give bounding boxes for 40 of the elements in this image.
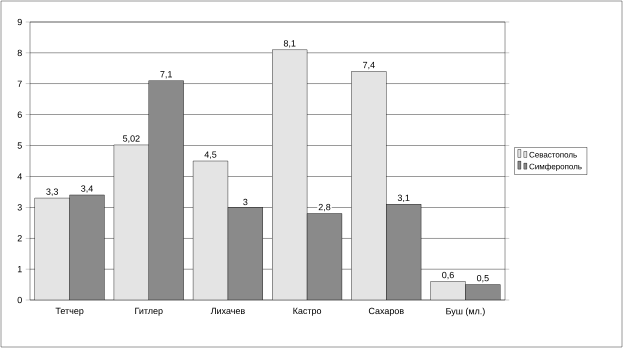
x-tick-label: Тетчер <box>56 308 84 316</box>
bar <box>306 213 342 300</box>
y-tick-label: 4 <box>17 173 22 180</box>
data-label: 7,4 <box>363 62 375 70</box>
data-label: 3,4 <box>81 185 93 193</box>
data-label: 2,8 <box>318 204 330 212</box>
bar <box>148 80 184 300</box>
data-label: 3,1 <box>398 194 410 202</box>
data-label: 3,3 <box>46 188 58 196</box>
x-tick-label: Лихачев <box>210 308 245 314</box>
bar <box>114 144 149 300</box>
bar <box>386 204 422 300</box>
y-tick-label: 8 <box>18 50 22 56</box>
bar <box>34 198 70 300</box>
y-tick-label: 7 <box>18 80 22 87</box>
bar <box>465 284 500 300</box>
y-tick-label: 0 <box>18 296 22 304</box>
bar <box>430 281 466 300</box>
data-label: 8,1 <box>284 40 296 48</box>
bar <box>272 50 308 300</box>
data-label: 7,1 <box>160 71 172 78</box>
x-tick-label: Гитлер <box>135 308 163 316</box>
bar <box>351 71 386 300</box>
bar <box>228 207 263 300</box>
y-tick-label: 6 <box>18 111 22 118</box>
y-tick-label: 5 <box>18 142 22 149</box>
x-tick-label: Сахаров <box>368 308 404 316</box>
x-tick-label: Буш (мл.) <box>446 308 485 316</box>
data-label: 0,5 <box>476 274 489 282</box>
bar <box>69 194 105 300</box>
y-tick-label: 9 <box>18 18 22 26</box>
y-tick-label: 3 <box>18 204 22 211</box>
data-label: 5,02 <box>122 135 140 143</box>
data-label: 3 <box>243 198 248 206</box>
x-tick-label: Кастро <box>293 308 322 316</box>
data-label: 4,5 <box>204 151 216 159</box>
data-label: 0,6 <box>442 272 454 280</box>
y-tick-label: 2 <box>18 235 22 242</box>
y-tick-label: 1 <box>18 266 22 272</box>
bar <box>192 160 228 300</box>
